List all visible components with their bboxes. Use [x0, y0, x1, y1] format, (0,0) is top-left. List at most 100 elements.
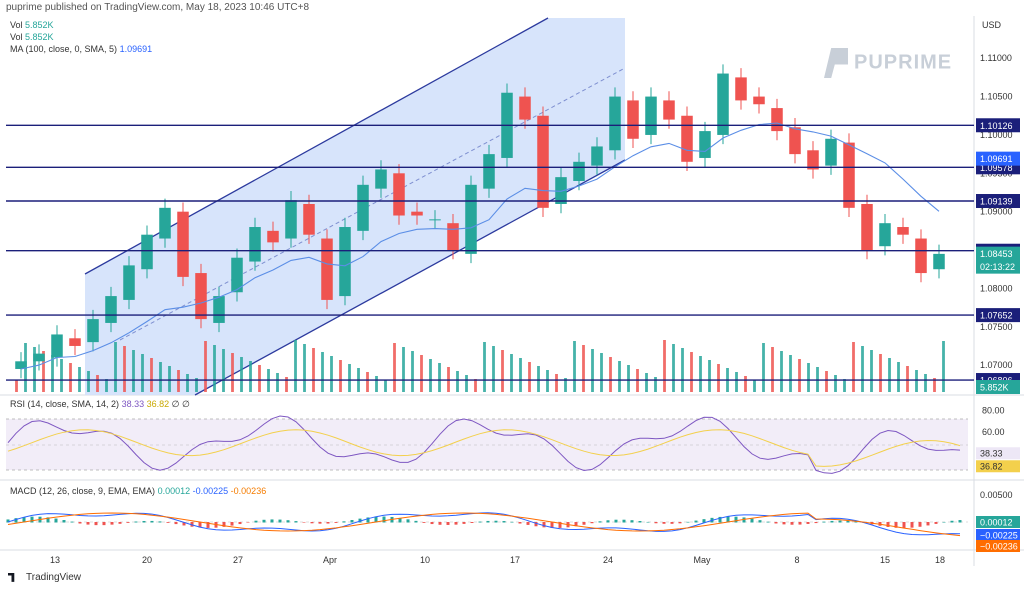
candle-body	[825, 138, 837, 166]
volume-bar	[366, 372, 369, 392]
volume-bar	[663, 340, 666, 392]
volume-bar	[330, 356, 333, 392]
volume-bar	[204, 341, 207, 392]
signal-badge: −0.00236	[980, 542, 1018, 552]
macd-hist-bar	[206, 522, 210, 528]
candle-body	[141, 234, 153, 270]
macd-hist-bar	[262, 519, 266, 523]
volume-bar	[834, 375, 837, 392]
candle-body	[321, 238, 333, 300]
candle-body	[339, 227, 351, 297]
macd-hist-bar	[454, 522, 458, 525]
volume-bar	[69, 363, 72, 392]
macd-hist-bar	[182, 522, 186, 526]
candle-body	[771, 108, 783, 132]
legend-ma: MA (100, close, 0, SMA, 5) 1.09691	[10, 44, 153, 54]
macd-hist-bar	[502, 521, 506, 523]
candle-body	[177, 211, 189, 277]
macd-hist-bar	[894, 522, 898, 528]
rsi-tick-label: 60.00	[982, 427, 1005, 437]
volume-bar	[609, 357, 612, 392]
price-tick-label: 1.10500	[980, 92, 1013, 102]
channel-mid	[119, 67, 626, 341]
macd-hist-bar	[70, 521, 74, 523]
macd-hist-bar	[958, 520, 962, 523]
x-tick-label: 10	[420, 555, 430, 565]
macd-hist-bar	[14, 518, 18, 523]
legend-rsi: RSI (14, close, SMA, 14, 2) 38.33 36.82 …	[10, 399, 190, 409]
macd-hist-bar	[310, 522, 314, 524]
volume-bar	[42, 351, 45, 392]
signal-badge-bg	[976, 540, 1020, 552]
volume-bar	[483, 342, 486, 392]
candle-body	[447, 223, 459, 251]
macd-hist-bar	[374, 516, 378, 523]
volume-bar	[141, 354, 144, 392]
volume-bar	[888, 358, 891, 392]
volume-bar	[852, 342, 855, 392]
countdown-badge-bg	[976, 259, 1020, 274]
level-badge-label: 1.09578	[980, 163, 1013, 173]
candle-body	[555, 177, 567, 204]
volume-bar	[375, 376, 378, 392]
macd-hist-badge: 0.00012	[980, 518, 1013, 528]
macd-hist-bar	[278, 519, 282, 523]
macd-hist-bar	[246, 522, 250, 523]
level-badge-label: 1.07652	[980, 311, 1013, 321]
macd-hist-bar	[550, 522, 554, 528]
macd-hist-bar	[694, 520, 698, 523]
macd-hist-bar	[798, 522, 802, 525]
macd-hist-bar	[950, 520, 954, 523]
macd-hist-bar	[302, 522, 306, 523]
macd-hist-bar	[134, 521, 138, 523]
macd-hist-bar	[766, 521, 770, 523]
volume-bar	[51, 355, 54, 392]
volume-bar	[798, 359, 801, 392]
price-tick-label: 1.11000	[980, 53, 1012, 63]
volume-bar	[879, 354, 882, 392]
published-caption: puprime published on TradingView.com, Ma…	[6, 2, 310, 13]
volume-bar	[321, 352, 324, 392]
macd-hist-bar	[606, 520, 610, 523]
macd-hist-bar	[726, 516, 730, 523]
price-badges: 1.09691 1.08453 02:13:22 5.852K	[976, 151, 1020, 394]
volume-bar	[735, 372, 738, 392]
price-tick-label: 1.07000	[980, 360, 1013, 370]
macd-histogram	[6, 516, 962, 529]
volume-bar	[213, 345, 216, 392]
macd-hist-bar	[190, 522, 194, 527]
volume-bar	[249, 361, 252, 392]
macd-hist-bar	[910, 522, 914, 528]
volume-bar	[861, 346, 864, 392]
volume-bar	[96, 375, 99, 392]
macd-hist-bar	[78, 522, 82, 524]
volume-bar	[60, 359, 63, 392]
candle-body	[105, 296, 117, 323]
macd-hist-bar	[318, 522, 322, 524]
macd-hist-bar	[534, 522, 538, 527]
macd-hist-bar	[702, 519, 706, 523]
volume-bar	[933, 378, 936, 392]
price-badge-bg	[976, 246, 1020, 261]
volume-bar	[807, 363, 810, 392]
macd-hist-bar	[718, 516, 722, 523]
macd-hist-bar	[230, 522, 234, 526]
candle-body	[789, 127, 801, 155]
price-axis: 1.110001.105001.100001.095001.090001.085…	[980, 53, 1013, 370]
volume-bar	[897, 362, 900, 392]
volume-bar	[573, 341, 576, 392]
ma-badge-bg	[976, 151, 1020, 166]
macd-hist-bar	[110, 522, 114, 525]
macd-hist-bar	[46, 517, 50, 523]
volume-badge: 5.852K	[980, 383, 1009, 393]
macd-hist-bar	[886, 522, 890, 527]
volume-bar	[924, 374, 927, 392]
candle-body	[123, 265, 135, 300]
volume-bar	[744, 376, 747, 392]
x-tick-label: 18	[935, 555, 945, 565]
volume-bar	[402, 347, 405, 392]
macd-hist-bar	[782, 522, 786, 525]
candle-body	[267, 230, 279, 243]
